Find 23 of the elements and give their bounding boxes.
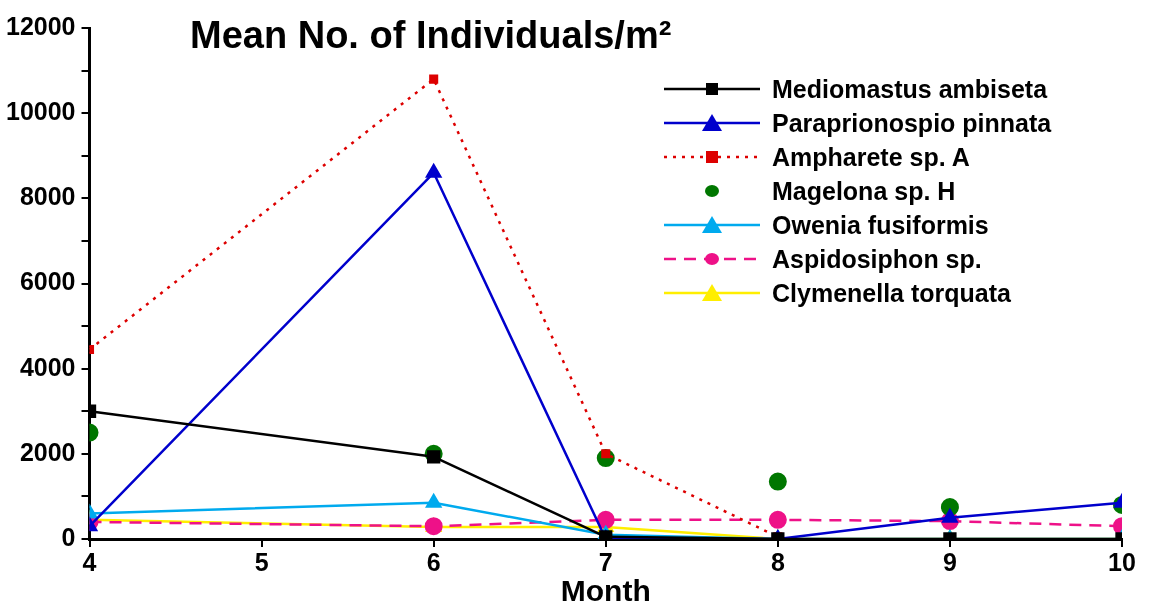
x-tick-label: 6 <box>426 547 441 576</box>
legend-label: Mediomastus ambiseta <box>772 74 1048 104</box>
legend-label: Ampharete sp. A <box>772 142 970 172</box>
y-tick-label: 12000 <box>5 11 76 40</box>
legend-label: Magelona sp. H <box>772 176 956 206</box>
x-tick-label: 4 <box>82 547 97 576</box>
y-tick-label: 0 <box>61 522 76 551</box>
y-tick-label: 6000 <box>19 267 76 296</box>
x-tick-label: 9 <box>942 547 957 576</box>
legend-label: Owenia fusiformis <box>772 210 989 240</box>
x-axis-title: Month <box>560 574 651 608</box>
x-tick-label: 8 <box>770 547 785 576</box>
y-tick-label: 2000 <box>19 437 76 466</box>
y-tick-label: 4000 <box>19 352 76 381</box>
legend-label: Paraprionospio pinnata <box>772 108 1052 138</box>
x-tick-label: 5 <box>254 547 269 576</box>
legend-label: Aspidosiphon sp. <box>772 244 982 274</box>
legend-label: Clymenella torquata <box>772 278 1011 308</box>
y-tick-label: 10000 <box>5 97 76 126</box>
x-tick-label: 7 <box>598 547 613 576</box>
y-tick-label: 8000 <box>19 182 76 211</box>
x-tick-label: 10 <box>1108 547 1136 576</box>
chart-title: Mean No. of Individuals/m² <box>190 14 672 57</box>
